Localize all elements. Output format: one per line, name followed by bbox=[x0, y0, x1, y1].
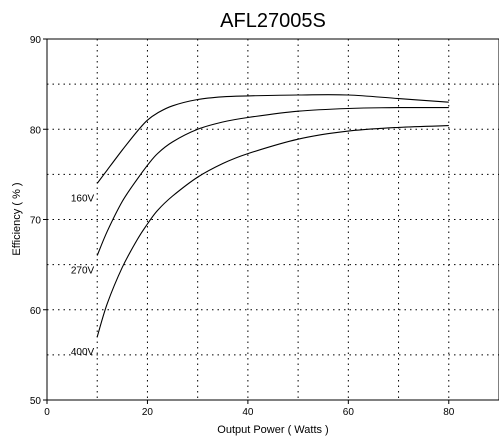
y-tick-label: 60 bbox=[30, 306, 42, 317]
x-tick-label: 20 bbox=[142, 407, 154, 418]
series-label-160V: 160V bbox=[71, 193, 95, 204]
axis-ticks: 0 20 40 60 80 50 60 70 80 90 bbox=[30, 35, 455, 418]
y-tick-label: 80 bbox=[30, 125, 42, 136]
chart-title: AFL27005S bbox=[220, 10, 326, 32]
x-tick-label: 40 bbox=[242, 407, 254, 418]
x-tick-label: 0 bbox=[44, 407, 50, 418]
series-line-160V bbox=[96, 94, 449, 184]
y-tick-label: 90 bbox=[30, 35, 42, 46]
series-line-270V bbox=[96, 106, 449, 256]
y-tick-label: 70 bbox=[30, 216, 42, 227]
series-line-400V bbox=[96, 125, 449, 337]
y-axis-label: Efficiency ( % ) bbox=[11, 182, 23, 255]
series-lines: 160V 270V 400V bbox=[71, 94, 449, 358]
x-tick-label: 80 bbox=[443, 407, 455, 418]
series-label-400V: 400V bbox=[71, 347, 95, 358]
y-tick-label: 50 bbox=[30, 396, 42, 407]
x-tick-label: 60 bbox=[343, 407, 355, 418]
series-label-270V: 270V bbox=[71, 266, 95, 277]
x-axis-label: Output Power ( Watts ) bbox=[217, 424, 328, 436]
grid bbox=[47, 39, 499, 400]
